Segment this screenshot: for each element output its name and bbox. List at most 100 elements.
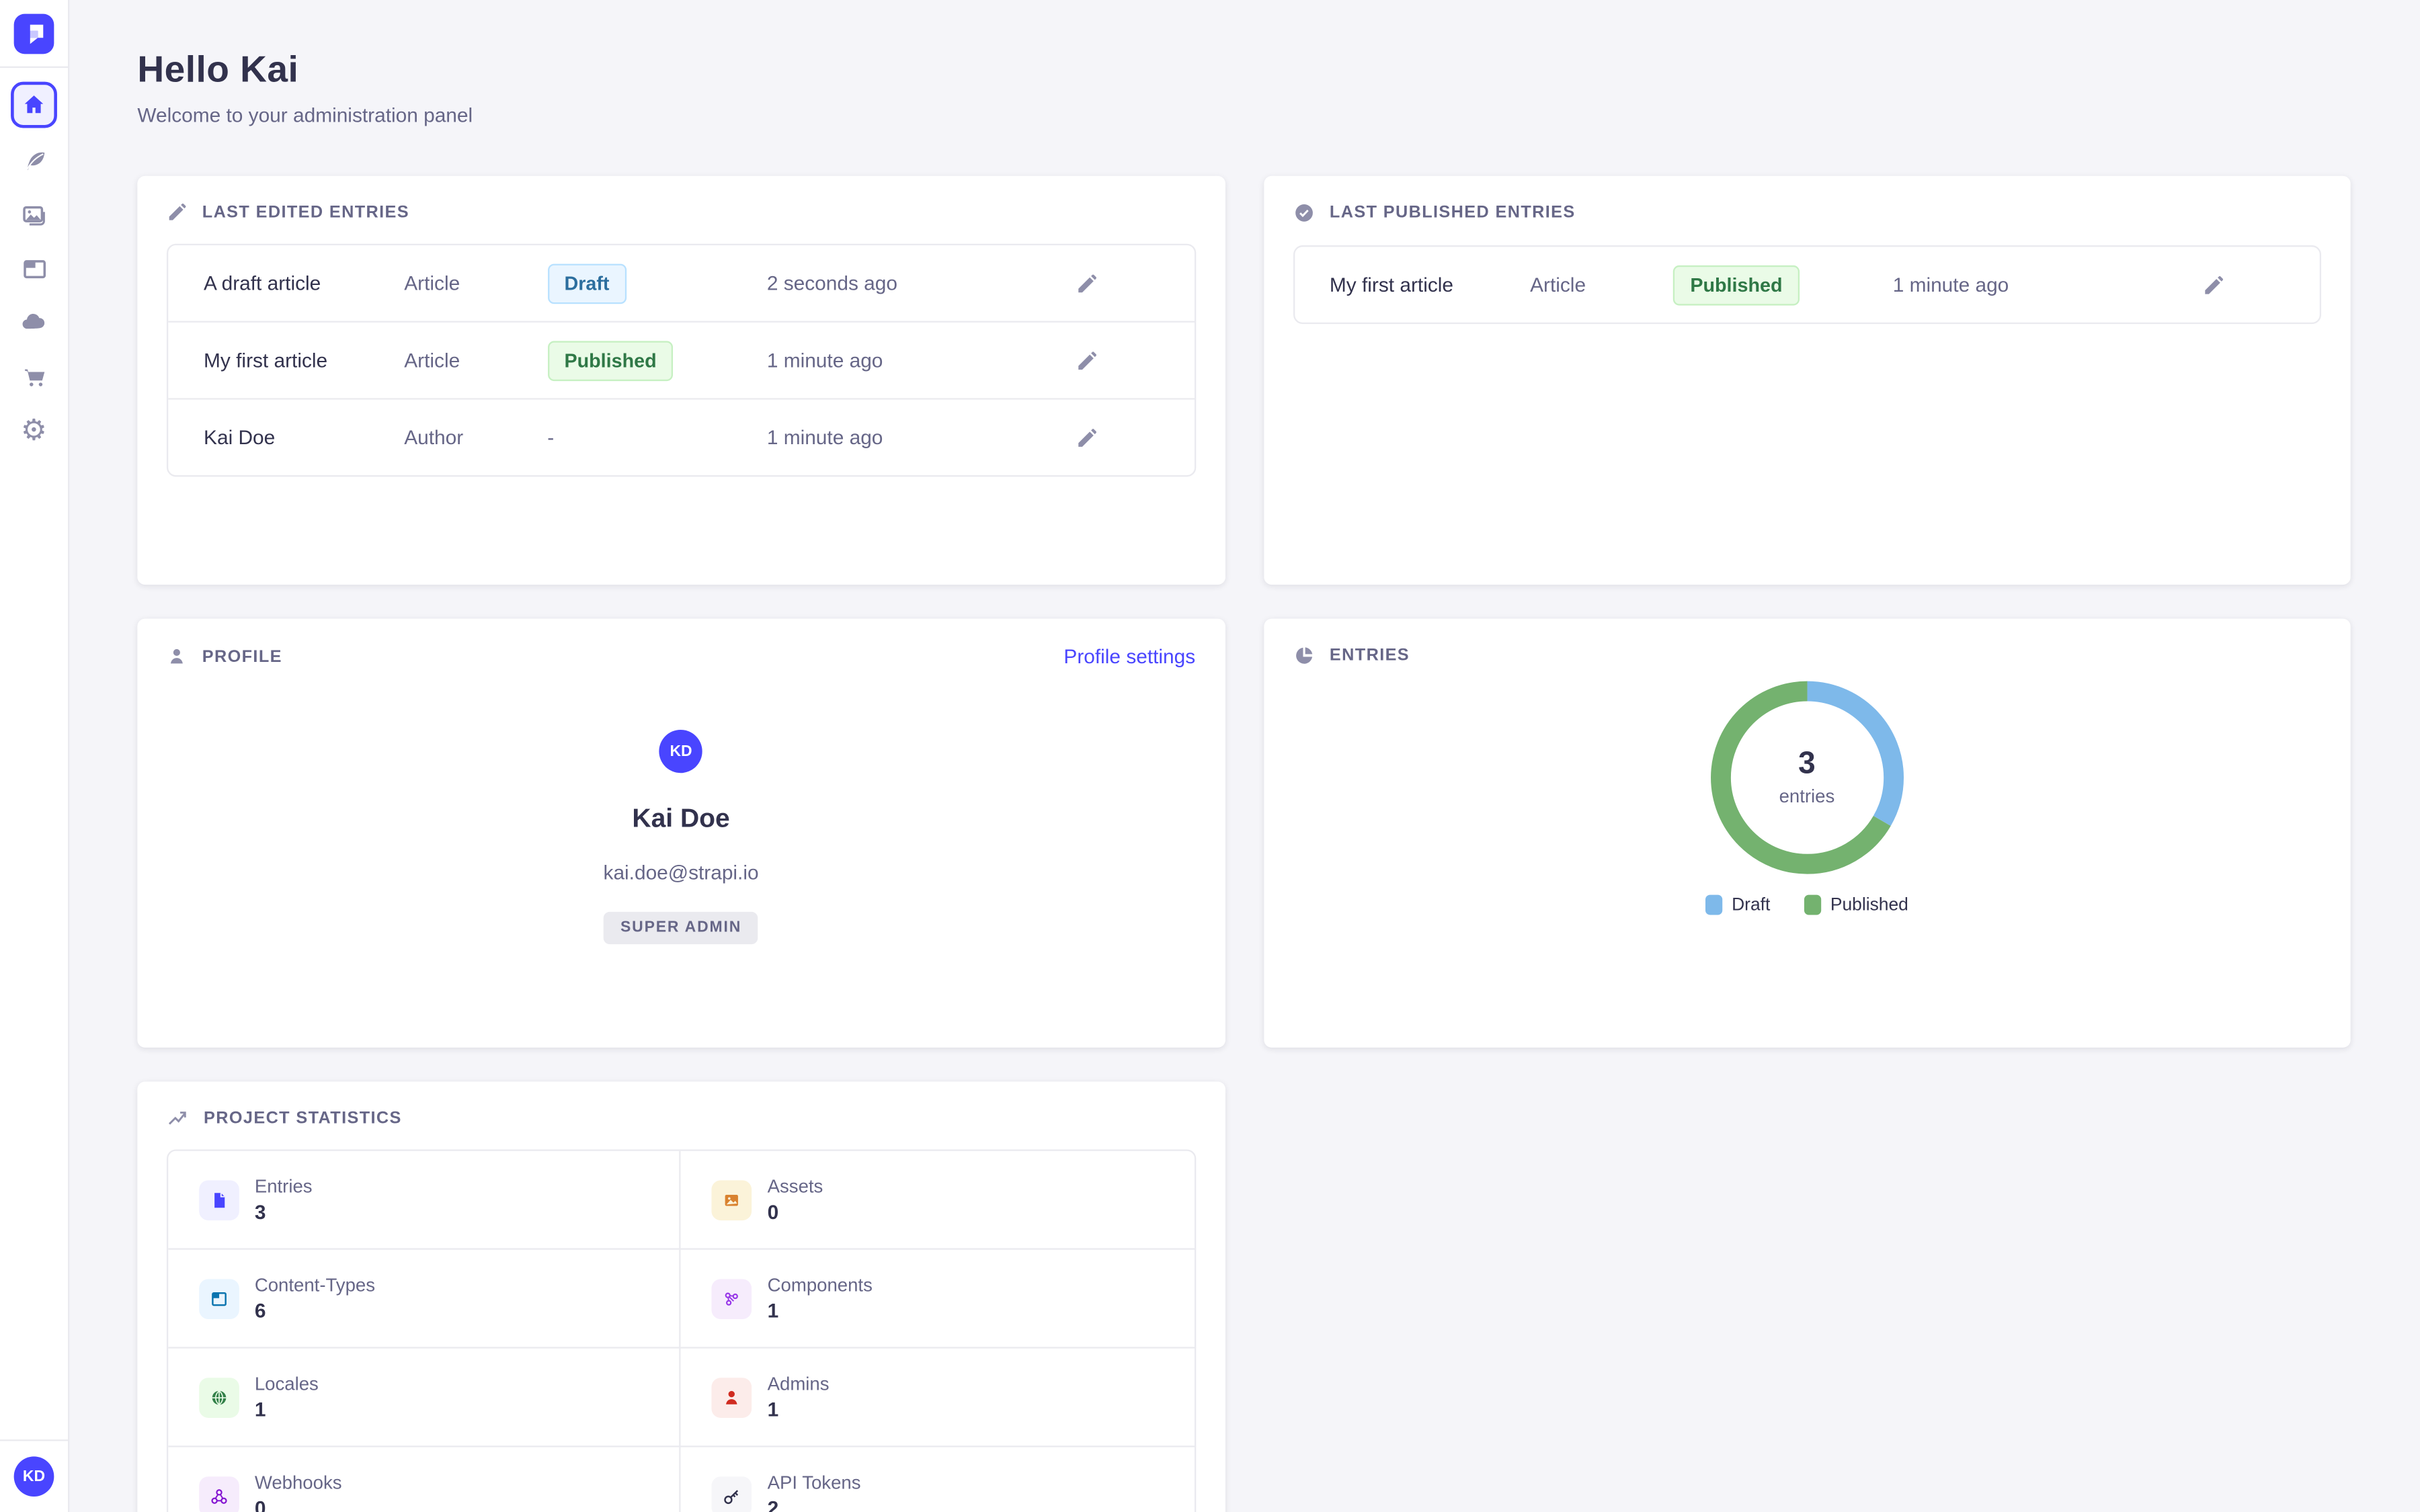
entry-type: Author <box>404 425 464 450</box>
table-row: My first article Article Published 1 min… <box>168 321 1194 398</box>
entry-name: A draft article <box>204 271 321 295</box>
sidebar-bottom: KD <box>0 1439 69 1512</box>
entry-time: 1 minute ago <box>766 425 883 450</box>
sidebar-divider <box>0 66 69 69</box>
profile-card: PROFILE Profile settings KD Kai Doe kai.… <box>137 618 1225 1048</box>
last-edited-entries-card: LAST EDITED ENTRIES A draft article Arti… <box>137 175 1225 585</box>
entry-name: My first article <box>204 348 328 372</box>
card-title: LAST PUBLISHED ENTRIES <box>1329 204 1576 222</box>
entry-type: Article <box>1530 273 1586 296</box>
project-statistics-card: PROJECT STATISTICS Entries 3 <box>137 1081 1225 1512</box>
edit-entry-button[interactable] <box>1073 269 1100 297</box>
stat-admins: Admins 1 <box>681 1349 1194 1447</box>
stat-content-types: Content-Types 6 <box>168 1249 682 1349</box>
strapi-logo[interactable] <box>13 13 54 54</box>
status-badge: Published <box>547 340 674 380</box>
home-icon <box>24 95 44 114</box>
profile-avatar: KD <box>659 729 703 773</box>
dashboard-grid: LAST EDITED ENTRIES A draft article Arti… <box>137 175 2351 1512</box>
table-row: Kai Doe Author - 1 minute ago <box>168 398 1194 475</box>
sidebar-item-content-manager[interactable] <box>12 139 55 182</box>
stat-label: API Tokens <box>767 1472 861 1494</box>
stat-label: Components <box>767 1274 873 1296</box>
status-empty: - <box>547 425 555 448</box>
legend-item-published: Published <box>1804 894 1908 915</box>
layout-icon <box>199 1278 239 1318</box>
entry-time: 1 minute ago <box>1892 273 2009 296</box>
stat-value: 2 <box>767 1497 779 1512</box>
gear-icon: ⚙ <box>20 414 48 447</box>
entries-donut-chart: 3 entries <box>1709 681 1904 875</box>
stat-value: 0 <box>767 1200 779 1224</box>
main-content: Hello Kai Welcome to your administration… <box>69 0 2420 1512</box>
entry-name: My first article <box>1329 273 1454 296</box>
entry-time: 2 seconds ago <box>766 271 898 295</box>
card-head: LAST EDITED ENTRIES <box>167 202 1195 222</box>
table-row: A draft article Article Draft 2 seconds … <box>168 245 1194 321</box>
stat-locales: Locales 1 <box>168 1348 682 1447</box>
globe-icon <box>199 1377 239 1417</box>
cart-icon <box>24 368 44 386</box>
card-title: PROFILE <box>202 647 282 666</box>
entry-time: 1 minute ago <box>766 348 883 372</box>
legend-swatch-published <box>1804 894 1822 915</box>
admin-person-icon <box>711 1377 752 1417</box>
donut-label: entries <box>1779 785 1835 807</box>
card-head: ENTRIES <box>1293 645 2321 667</box>
donut-center: 3 entries <box>1709 681 1904 875</box>
profile-name: Kai Doe <box>632 804 730 833</box>
sidebar-item-deploy[interactable] <box>12 301 55 344</box>
edit-entry-button[interactable] <box>2199 271 2226 298</box>
user-avatar[interactable]: KD <box>13 1456 54 1497</box>
sidebar-item-media-library[interactable] <box>12 193 55 236</box>
pencil-icon <box>167 202 187 222</box>
stat-label: Assets <box>767 1175 823 1198</box>
last-edited-table: A draft article Article Draft 2 seconds … <box>166 243 1196 477</box>
stats-grid: Entries 3 Assets 0 <box>166 1149 1196 1512</box>
status-badge: Published <box>1673 264 1800 305</box>
feather-icon <box>25 151 44 169</box>
sidebar-item-content-type-builder[interactable] <box>12 247 55 290</box>
document-icon <box>199 1179 239 1220</box>
entry-type: Article <box>404 271 460 295</box>
stat-assets: Assets 0 <box>681 1151 1194 1250</box>
stat-label: Admins <box>767 1373 830 1395</box>
trending-up-icon <box>167 1107 188 1129</box>
pie-chart-icon <box>1293 645 1314 667</box>
entries-body: 3 entries Draft Published <box>1293 667 2321 915</box>
page-header: Hello Kai Welcome to your administration… <box>137 49 2350 126</box>
status-badge: Draft <box>547 263 627 304</box>
card-head: LAST PUBLISHED ENTRIES <box>1293 202 2321 224</box>
sidebar-item-settings[interactable]: ⚙ <box>12 409 55 452</box>
chart-legend: Draft Published <box>1705 894 1908 915</box>
profile-settings-link[interactable]: Profile settings <box>1063 644 1196 669</box>
entries-card: ENTRIES 3 entries <box>1263 618 2351 1048</box>
card-head: PROFILE Profile settings <box>167 645 1195 668</box>
stat-value: 1 <box>767 1398 779 1421</box>
sidebar-item-home[interactable] <box>11 81 57 128</box>
edit-entry-button[interactable] <box>1073 346 1100 374</box>
stat-entries: Entries 3 <box>168 1150 682 1250</box>
profile-email: kai.doe@strapi.io <box>603 861 759 884</box>
sidebar: ⚙ KD <box>0 0 70 1512</box>
person-icon <box>167 646 187 667</box>
last-published-entries-card: LAST PUBLISHED ENTRIES My first article … <box>1263 175 2351 585</box>
card-title: ENTRIES <box>1329 646 1410 665</box>
sidebar-item-marketplace[interactable] <box>12 355 55 398</box>
stat-webhooks: Webhooks 0 <box>168 1447 682 1512</box>
card-title: LAST EDITED ENTRIES <box>202 202 409 222</box>
legend-label: Draft <box>1732 895 1771 915</box>
legend-label: Published <box>1830 895 1908 915</box>
stat-value: 1 <box>254 1398 266 1421</box>
edit-entry-button[interactable] <box>1073 423 1100 451</box>
profile-body: KD Kai Doe kai.doe@strapi.io SUPER ADMIN <box>167 668 1195 945</box>
card-title: PROJECT STATISTICS <box>204 1109 402 1128</box>
strapi-logo-icon <box>30 24 44 44</box>
last-published-table: My first article Article Published 1 min… <box>1292 245 2322 325</box>
key-icon <box>711 1476 752 1512</box>
legend-item-draft: Draft <box>1705 894 1771 915</box>
sidebar-nav: ⚙ <box>11 81 57 452</box>
card-head: PROJECT STATISTICS <box>167 1107 1195 1129</box>
stat-value: 1 <box>767 1299 779 1322</box>
